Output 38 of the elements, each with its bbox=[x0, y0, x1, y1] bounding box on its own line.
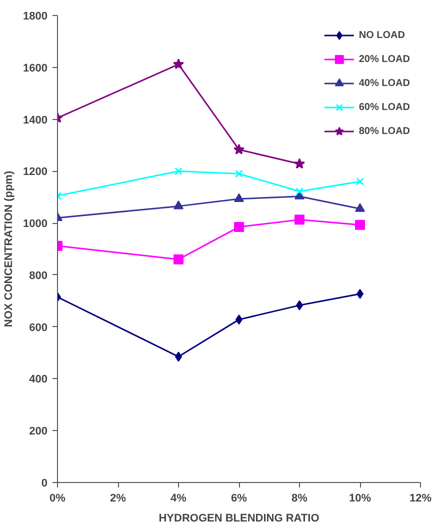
y-tick-label: 400 bbox=[29, 374, 48, 386]
point bbox=[174, 200, 184, 210]
y-tick-label: 200 bbox=[29, 426, 48, 438]
x-tick-label: 10% bbox=[348, 492, 372, 504]
point bbox=[294, 158, 306, 169]
point bbox=[296, 187, 304, 196]
point bbox=[235, 170, 243, 178]
legend-label: 80% LOAD bbox=[358, 126, 410, 136]
y-tick-label: 1400 bbox=[23, 114, 48, 126]
legend-label: 40% LOAD bbox=[358, 78, 410, 88]
point bbox=[233, 144, 245, 154]
point bbox=[234, 193, 244, 202]
y-tick-label: 600 bbox=[29, 322, 48, 334]
point bbox=[172, 58, 184, 70]
point bbox=[356, 178, 364, 186]
x-tick-label: 4% bbox=[170, 492, 187, 504]
y-tick-label: 1600 bbox=[23, 62, 48, 74]
x-tick-label: 6% bbox=[231, 492, 248, 504]
y-tick-label: 1000 bbox=[23, 218, 48, 230]
legend-label: NO LOAD bbox=[358, 30, 405, 40]
x-tick-label: 12% bbox=[409, 492, 432, 504]
x-tick-label: 0% bbox=[50, 492, 66, 504]
legend-label: 60% LOAD bbox=[358, 102, 410, 112]
point bbox=[355, 220, 365, 230]
y-axis-title: NOX CONCENTRATION (ppm) bbox=[3, 170, 16, 328]
point bbox=[355, 203, 365, 212]
point bbox=[294, 214, 304, 225]
point bbox=[174, 167, 182, 176]
y-tick-label: 1200 bbox=[23, 166, 48, 178]
x-tick-label: 2% bbox=[110, 492, 126, 504]
y-tick-label: 0 bbox=[41, 478, 48, 490]
y-tick-label: 1800 bbox=[23, 10, 48, 22]
x-axis-title: HYDROGEN BLENDING RATIO bbox=[158, 512, 320, 524]
point bbox=[174, 254, 184, 264]
point bbox=[234, 222, 244, 232]
y-tick-label: 800 bbox=[29, 270, 48, 282]
x-tick-label: 8% bbox=[292, 492, 308, 504]
legend-label: 20% LOAD bbox=[358, 54, 410, 64]
